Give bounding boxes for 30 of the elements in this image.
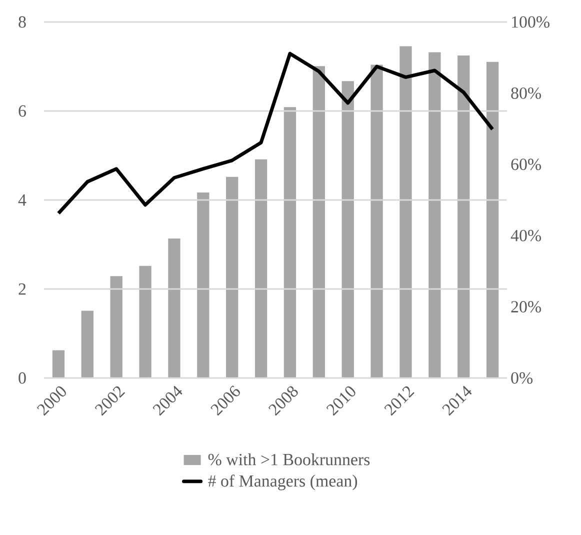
bar [428, 52, 441, 378]
y2-tick-label: 60% [511, 158, 541, 170]
y-tick-label: 6 [18, 105, 26, 117]
bar [226, 176, 238, 378]
bar [52, 350, 65, 378]
bar [400, 46, 412, 378]
y-tick-label: 8 [18, 16, 26, 28]
y-tick-label: 0 [18, 372, 26, 384]
y2-tick-label: 20% [511, 301, 541, 313]
bar [197, 192, 210, 378]
y-tick-label: 4 [18, 194, 26, 206]
y2-tick-label: 0% [511, 372, 533, 384]
bar [139, 266, 152, 378]
bar [81, 310, 94, 378]
bar [458, 55, 470, 378]
y2-tick-label: 80% [511, 87, 541, 99]
line-series [56, 52, 494, 216]
bar [312, 66, 325, 378]
bar [254, 159, 268, 378]
bar [342, 81, 354, 378]
bar [168, 238, 180, 378]
bar [110, 276, 122, 378]
y-tick-label: 2 [18, 283, 26, 295]
bar [370, 64, 383, 378]
bar [284, 107, 296, 378]
y2-tick-label: 40% [510, 230, 541, 242]
bar [486, 62, 499, 378]
legend-label: # of Managers (mean) [208, 474, 358, 490]
y2-tick-label: 100% [512, 16, 550, 28]
legend-label: % with >1 Bookrunners [208, 453, 370, 466]
